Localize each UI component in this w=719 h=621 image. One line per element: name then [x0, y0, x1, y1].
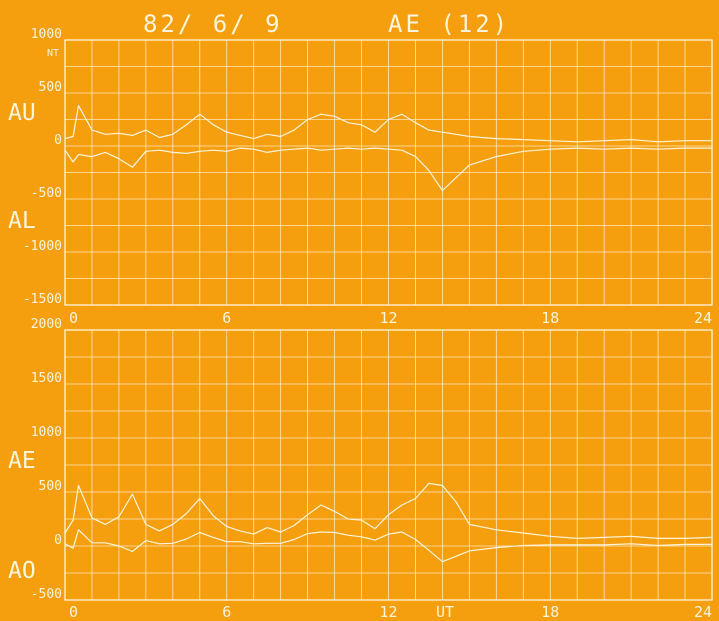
x-tick-label: 24: [694, 603, 712, 617]
series-label-au: AU: [8, 100, 36, 126]
x-tick-label: 12: [379, 603, 397, 617]
series-line-1: [64, 482, 713, 539]
series-label-ae: AE: [8, 448, 36, 474]
y-tick-label: 500: [39, 479, 62, 494]
x-tick-label: 6: [222, 309, 231, 327]
series-line-2: [64, 147, 712, 192]
y-tick-label: 2000: [31, 317, 62, 332]
series-line-1: [64, 105, 712, 143]
y-tick-label: -500: [31, 186, 62, 201]
y-tick-label: 1000: [31, 425, 62, 440]
series-label-al: AL: [8, 208, 36, 234]
x-tick-label: 24: [694, 309, 712, 327]
index-label: AE (12): [388, 10, 510, 38]
y-tick-label: 1500: [31, 371, 62, 386]
series-line-2: [64, 529, 712, 563]
series-label-ao: AO: [8, 558, 36, 584]
x-tick-label: 0: [69, 309, 78, 327]
panel-2: 2000 1500 1000 500 0 -500 0 6 12 18 24 UT AE AO: [8, 317, 713, 621]
x-axis-label: UT: [436, 603, 454, 617]
y-tick-label: 0: [54, 533, 62, 548]
y-tick-label: 1000: [31, 27, 62, 42]
x-tick-label: 18: [541, 603, 559, 617]
panel-1: 1000 500 0 -500 -1000 -1500 NT 0 6 12 18 24 AU AL: [8, 27, 713, 327]
unit-label: NT: [47, 48, 59, 59]
date-label: 82/ 6/ 9: [143, 10, 283, 38]
x-tick-label: 18: [541, 309, 559, 327]
x-tick-label: 0: [69, 603, 78, 617]
y-tick-label: -1500: [23, 292, 62, 307]
y-tick-label: -1000: [23, 239, 62, 254]
x-tick-label: 6: [222, 603, 231, 617]
y-tick-label: 500: [39, 80, 62, 95]
x-tick-label: 12: [379, 309, 397, 327]
y-tick-label: 0: [54, 133, 62, 148]
y-tick-label: -500: [31, 587, 62, 602]
